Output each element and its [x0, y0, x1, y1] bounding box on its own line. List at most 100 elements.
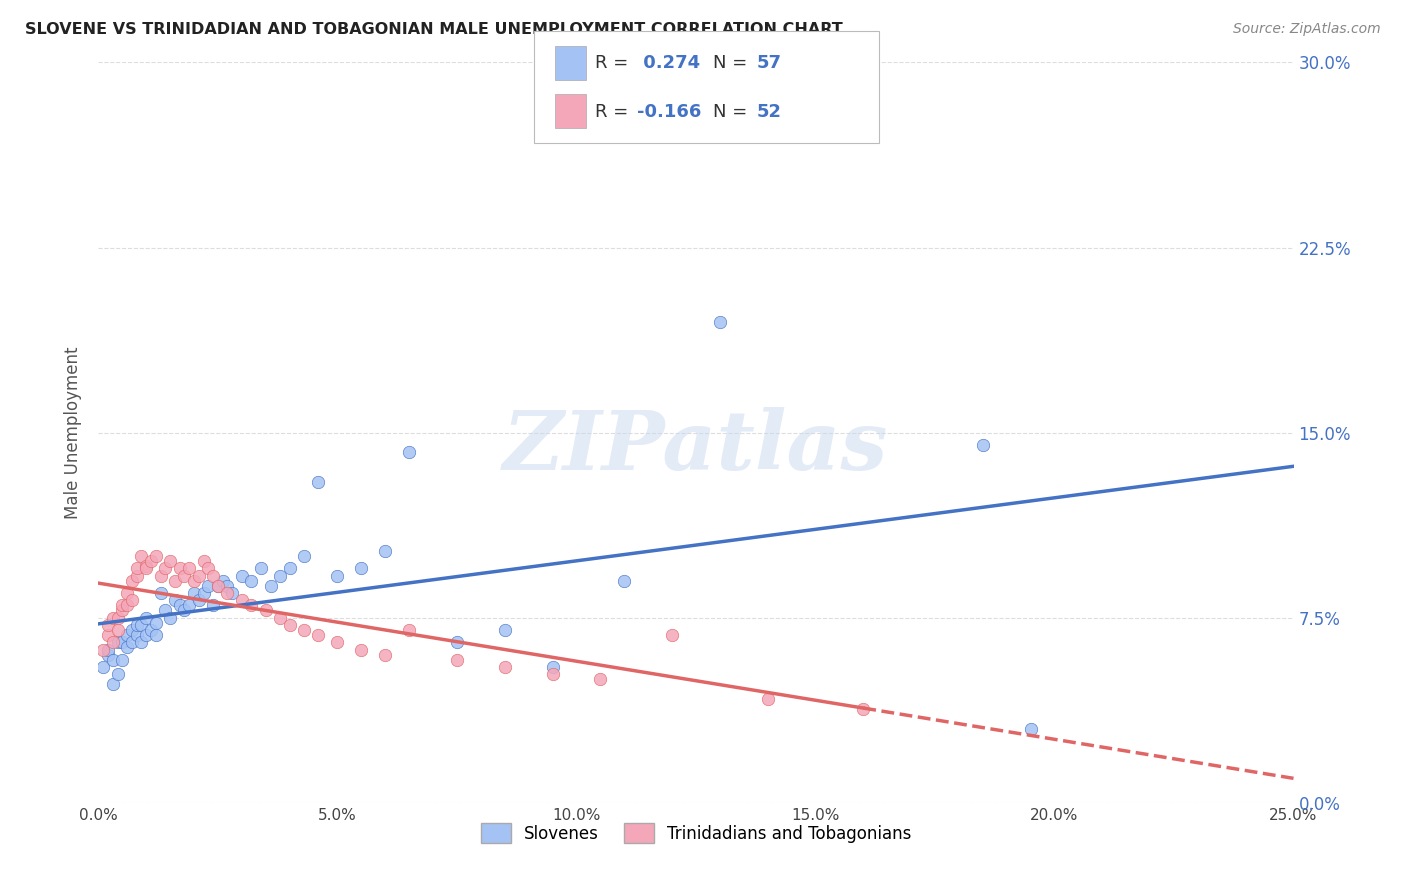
- Point: [254, 603, 277, 617]
- Point: [139, 554, 162, 568]
- Point: [231, 593, 253, 607]
- Point: [135, 610, 157, 624]
- Point: [121, 623, 143, 637]
- Legend: Slovenes, Trinidadians and Tobagonians: Slovenes, Trinidadians and Tobagonians: [474, 816, 918, 850]
- Point: [97, 648, 120, 662]
- Point: [211, 574, 233, 588]
- Point: [187, 593, 209, 607]
- Point: [292, 549, 315, 563]
- Point: [326, 635, 349, 649]
- Point: [207, 579, 229, 593]
- Point: [145, 615, 167, 630]
- Point: [202, 568, 225, 582]
- Point: [97, 628, 120, 642]
- Point: [107, 610, 129, 624]
- Point: [163, 593, 186, 607]
- Point: [613, 574, 636, 588]
- Point: [756, 692, 779, 706]
- Point: [350, 642, 373, 657]
- Text: 0.274: 0.274: [637, 54, 700, 72]
- Point: [326, 568, 349, 582]
- Point: [972, 438, 994, 452]
- Point: [709, 314, 731, 328]
- Point: [398, 623, 420, 637]
- Point: [97, 642, 120, 657]
- Point: [278, 561, 301, 575]
- Point: [193, 554, 215, 568]
- Point: [494, 660, 516, 674]
- Point: [115, 586, 138, 600]
- Point: [163, 574, 186, 588]
- Point: [121, 635, 143, 649]
- Point: [661, 628, 683, 642]
- Point: [131, 635, 153, 649]
- Point: [135, 558, 157, 573]
- Point: [231, 568, 253, 582]
- Point: [240, 599, 263, 613]
- Point: [240, 574, 263, 588]
- Point: [121, 593, 143, 607]
- Point: [179, 599, 201, 613]
- Point: [398, 445, 420, 459]
- Point: [197, 579, 219, 593]
- Point: [159, 554, 181, 568]
- Point: [107, 623, 129, 637]
- Point: [183, 574, 205, 588]
- Text: 57: 57: [756, 54, 782, 72]
- Point: [107, 635, 129, 649]
- Point: [149, 568, 172, 582]
- Point: [187, 568, 209, 582]
- Point: [278, 618, 301, 632]
- Point: [125, 618, 148, 632]
- Point: [145, 549, 167, 563]
- Point: [173, 568, 195, 582]
- Point: [374, 648, 396, 662]
- Point: [111, 603, 134, 617]
- Point: [125, 568, 148, 582]
- Point: [91, 660, 114, 674]
- Point: [155, 561, 177, 575]
- Point: [155, 603, 177, 617]
- Point: [131, 618, 153, 632]
- Point: [97, 618, 120, 632]
- Point: [159, 610, 181, 624]
- Point: [307, 475, 329, 489]
- Point: [121, 574, 143, 588]
- Point: [589, 673, 612, 687]
- Point: [197, 561, 219, 575]
- Point: [207, 579, 229, 593]
- Text: N =: N =: [713, 54, 752, 72]
- Point: [446, 635, 468, 649]
- Point: [101, 635, 124, 649]
- Point: [111, 599, 134, 613]
- Point: [125, 561, 148, 575]
- Point: [1019, 722, 1042, 736]
- Point: [250, 561, 273, 575]
- Point: [125, 628, 148, 642]
- Point: [111, 653, 134, 667]
- Point: [292, 623, 315, 637]
- Point: [169, 599, 191, 613]
- Point: [145, 628, 167, 642]
- Text: R =: R =: [595, 103, 634, 120]
- Point: [259, 579, 281, 593]
- Text: ZIPatlas: ZIPatlas: [503, 408, 889, 487]
- Point: [193, 586, 215, 600]
- Text: -0.166: -0.166: [637, 103, 702, 120]
- Point: [111, 635, 134, 649]
- Point: [135, 628, 157, 642]
- Text: N =: N =: [713, 103, 752, 120]
- Point: [269, 610, 291, 624]
- Text: R =: R =: [595, 54, 634, 72]
- Point: [101, 653, 124, 667]
- Point: [179, 561, 201, 575]
- Point: [149, 586, 172, 600]
- Point: [494, 623, 516, 637]
- Point: [131, 549, 153, 563]
- Point: [135, 561, 157, 575]
- Point: [115, 640, 138, 655]
- Point: [221, 586, 243, 600]
- Point: [115, 599, 138, 613]
- Point: [139, 623, 162, 637]
- Y-axis label: Male Unemployment: Male Unemployment: [65, 346, 83, 519]
